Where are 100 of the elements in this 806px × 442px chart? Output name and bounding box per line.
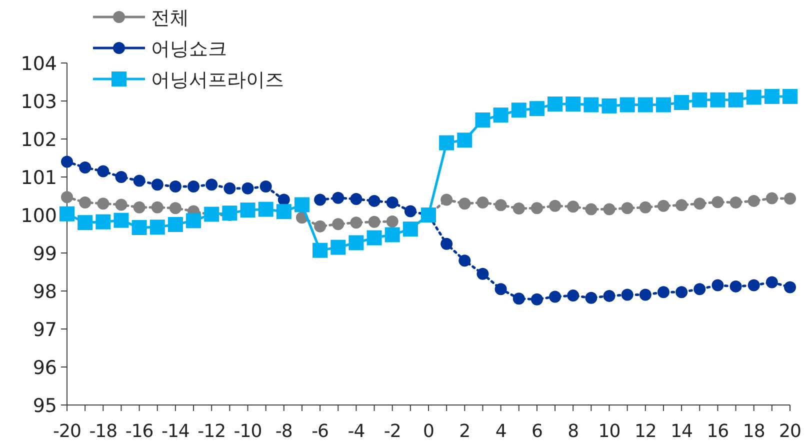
point xyxy=(585,292,598,304)
y-tick-label: 98 xyxy=(32,281,57,303)
point xyxy=(710,92,726,108)
point xyxy=(603,290,616,302)
x-tick-label: -10 xyxy=(234,421,262,442)
point xyxy=(694,198,706,210)
point xyxy=(150,220,165,235)
point xyxy=(96,214,111,230)
point xyxy=(746,90,762,105)
point xyxy=(61,156,73,168)
point xyxy=(621,288,634,301)
point xyxy=(404,205,416,218)
point xyxy=(748,194,760,207)
point xyxy=(151,178,164,191)
point xyxy=(78,215,93,230)
point xyxy=(294,197,310,212)
point xyxy=(440,194,453,206)
y-tick-label: 99 xyxy=(32,243,57,265)
point xyxy=(132,220,147,236)
point xyxy=(602,98,617,114)
x-tick-label: 8 xyxy=(568,421,579,442)
point xyxy=(368,194,380,207)
point xyxy=(61,191,73,204)
point xyxy=(639,288,652,301)
x-tick-label: 16 xyxy=(706,421,729,442)
y-tick-label: 95 xyxy=(32,395,57,417)
x-tick-label: -4 xyxy=(348,421,365,442)
point xyxy=(657,200,670,212)
point xyxy=(529,101,544,116)
point xyxy=(511,102,526,118)
point xyxy=(188,180,200,192)
point xyxy=(584,97,599,112)
x-tick-label: -6 xyxy=(312,421,329,442)
point xyxy=(676,199,688,212)
point xyxy=(730,196,742,208)
point xyxy=(476,268,489,280)
point xyxy=(549,200,562,212)
point xyxy=(384,227,400,242)
point xyxy=(206,178,218,191)
point xyxy=(549,290,562,303)
point xyxy=(79,196,92,208)
point xyxy=(260,180,272,192)
point xyxy=(240,202,256,218)
x-tick-label: 10 xyxy=(598,421,620,442)
point xyxy=(567,290,580,302)
point xyxy=(242,182,254,194)
point xyxy=(186,213,202,228)
point xyxy=(674,95,690,110)
point xyxy=(97,198,110,210)
point xyxy=(457,132,472,148)
point xyxy=(133,174,146,187)
x-tick-label: -16 xyxy=(125,421,154,442)
point xyxy=(494,283,507,296)
point xyxy=(494,199,507,212)
point xyxy=(782,88,798,104)
point xyxy=(657,286,670,298)
x-tick-label: -8 xyxy=(275,421,292,442)
point xyxy=(730,280,742,292)
y-tick-label: 96 xyxy=(32,357,57,379)
point xyxy=(620,97,635,112)
point xyxy=(512,292,525,305)
x-tick-label: -12 xyxy=(198,421,226,442)
point xyxy=(97,165,110,178)
point xyxy=(314,220,326,232)
point xyxy=(548,96,563,112)
point xyxy=(386,196,398,208)
point xyxy=(169,180,182,192)
x-tick-label: -18 xyxy=(89,421,118,442)
point xyxy=(222,206,238,221)
point xyxy=(458,198,471,210)
point xyxy=(204,206,220,222)
x-tick-label: 0 xyxy=(423,421,434,442)
point xyxy=(766,276,778,288)
point xyxy=(475,112,490,128)
point xyxy=(350,193,362,206)
point xyxy=(764,88,780,104)
point xyxy=(748,279,760,292)
point xyxy=(621,202,634,214)
point xyxy=(439,135,454,150)
point xyxy=(332,192,344,204)
point xyxy=(784,192,796,205)
point xyxy=(276,204,292,220)
x-tick-label: 2 xyxy=(459,421,470,442)
point xyxy=(79,162,92,174)
point xyxy=(530,202,543,214)
x-tick-label: 4 xyxy=(495,421,506,442)
legend-label: 어닝쇼크 xyxy=(151,38,227,60)
point xyxy=(638,97,653,112)
point xyxy=(114,212,129,228)
point xyxy=(350,216,362,229)
y-tick-label: 97 xyxy=(32,319,57,341)
point xyxy=(694,283,706,296)
point xyxy=(440,238,453,250)
point xyxy=(639,201,652,214)
legend-label: 전체 xyxy=(151,7,189,29)
y-tick-label: 101 xyxy=(20,167,57,189)
point xyxy=(728,92,744,108)
x-tick-label: 14 xyxy=(670,421,693,442)
x-tick-label: -2 xyxy=(384,421,401,442)
point xyxy=(676,286,688,298)
